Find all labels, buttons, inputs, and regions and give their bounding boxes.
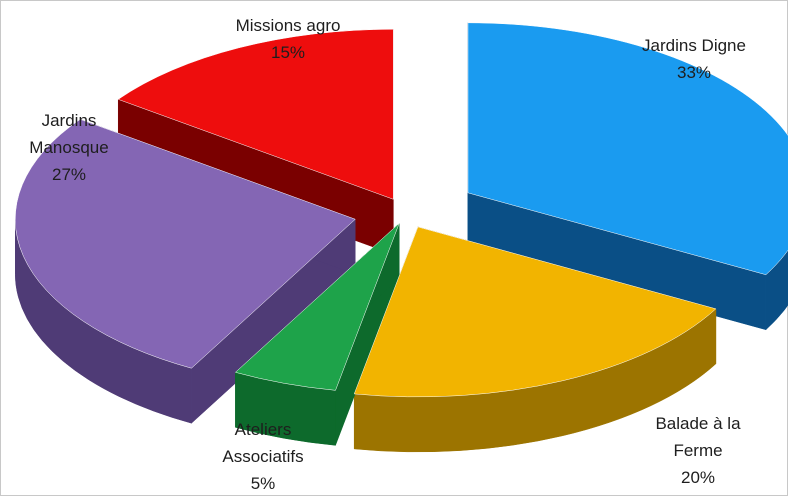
slice-label: Missions agro 15% <box>236 16 341 62</box>
slice-name: Jardins Digne <box>642 36 746 55</box>
slice-name: Associatifs <box>222 447 303 466</box>
slice-percent: 27% <box>52 165 86 184</box>
slice-label: Ateliers Associatifs 5% <box>222 420 303 493</box>
slice-name: Jardins <box>42 111 97 130</box>
slice-label: Balade à la Ferme 20% <box>655 414 741 487</box>
slice-name: Missions agro <box>236 16 341 35</box>
slice-name: Manosque <box>29 138 108 157</box>
slice-percent: 5% <box>251 474 276 493</box>
pie-slice <box>15 119 356 369</box>
slice-percent: 33% <box>677 63 711 82</box>
pie-slice <box>467 22 788 276</box>
slice-outer-wall <box>765 249 788 331</box>
slice-label: Jardins Digne 33% <box>642 36 746 82</box>
slice-percent: 15% <box>271 43 305 62</box>
slice-label: Jardins Manosque 27% <box>29 111 108 184</box>
pie-slice <box>117 29 394 200</box>
slice-name: Ateliers <box>235 420 292 439</box>
slice-percent: 20% <box>681 468 715 487</box>
slice-name: Balade à la <box>655 414 741 433</box>
pie-slice <box>234 223 400 391</box>
pie-slice <box>353 226 717 398</box>
slice-name: Ferme <box>673 441 722 460</box>
